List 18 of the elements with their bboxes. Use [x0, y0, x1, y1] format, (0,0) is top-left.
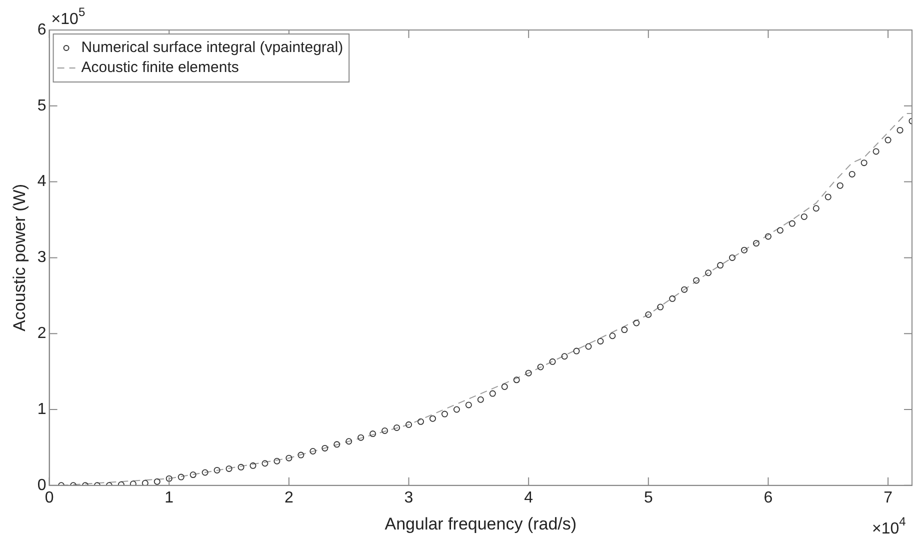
y-tick-label: 4 [37, 173, 46, 190]
x-tick-label: 3 [404, 489, 414, 506]
x-tick-label: 6 [764, 489, 773, 506]
y-tick-label: 1 [37, 400, 46, 418]
y-tick-label: 2 [37, 325, 46, 342]
x-axis-title: Angular frequency (rad/s) [384, 514, 577, 534]
x-tick-label: 4 [524, 489, 534, 506]
x-tick-label: 7 [884, 489, 893, 506]
y-axis-title: Acoustic power (W) [10, 184, 29, 332]
x-tick-label: 1 [164, 489, 174, 506]
legend-label: Acoustic finite elements [81, 59, 239, 76]
y-tick-label: 6 [37, 21, 46, 38]
y-tick-label: 5 [37, 97, 46, 114]
x-tick-label: 2 [284, 489, 294, 506]
y-tick-label: 3 [37, 249, 46, 266]
legend-label: Numerical surface integral (vpaintegral) [81, 39, 344, 56]
x-tick-label: 5 [644, 489, 653, 506]
y-tick-label: 0 [37, 476, 46, 494]
